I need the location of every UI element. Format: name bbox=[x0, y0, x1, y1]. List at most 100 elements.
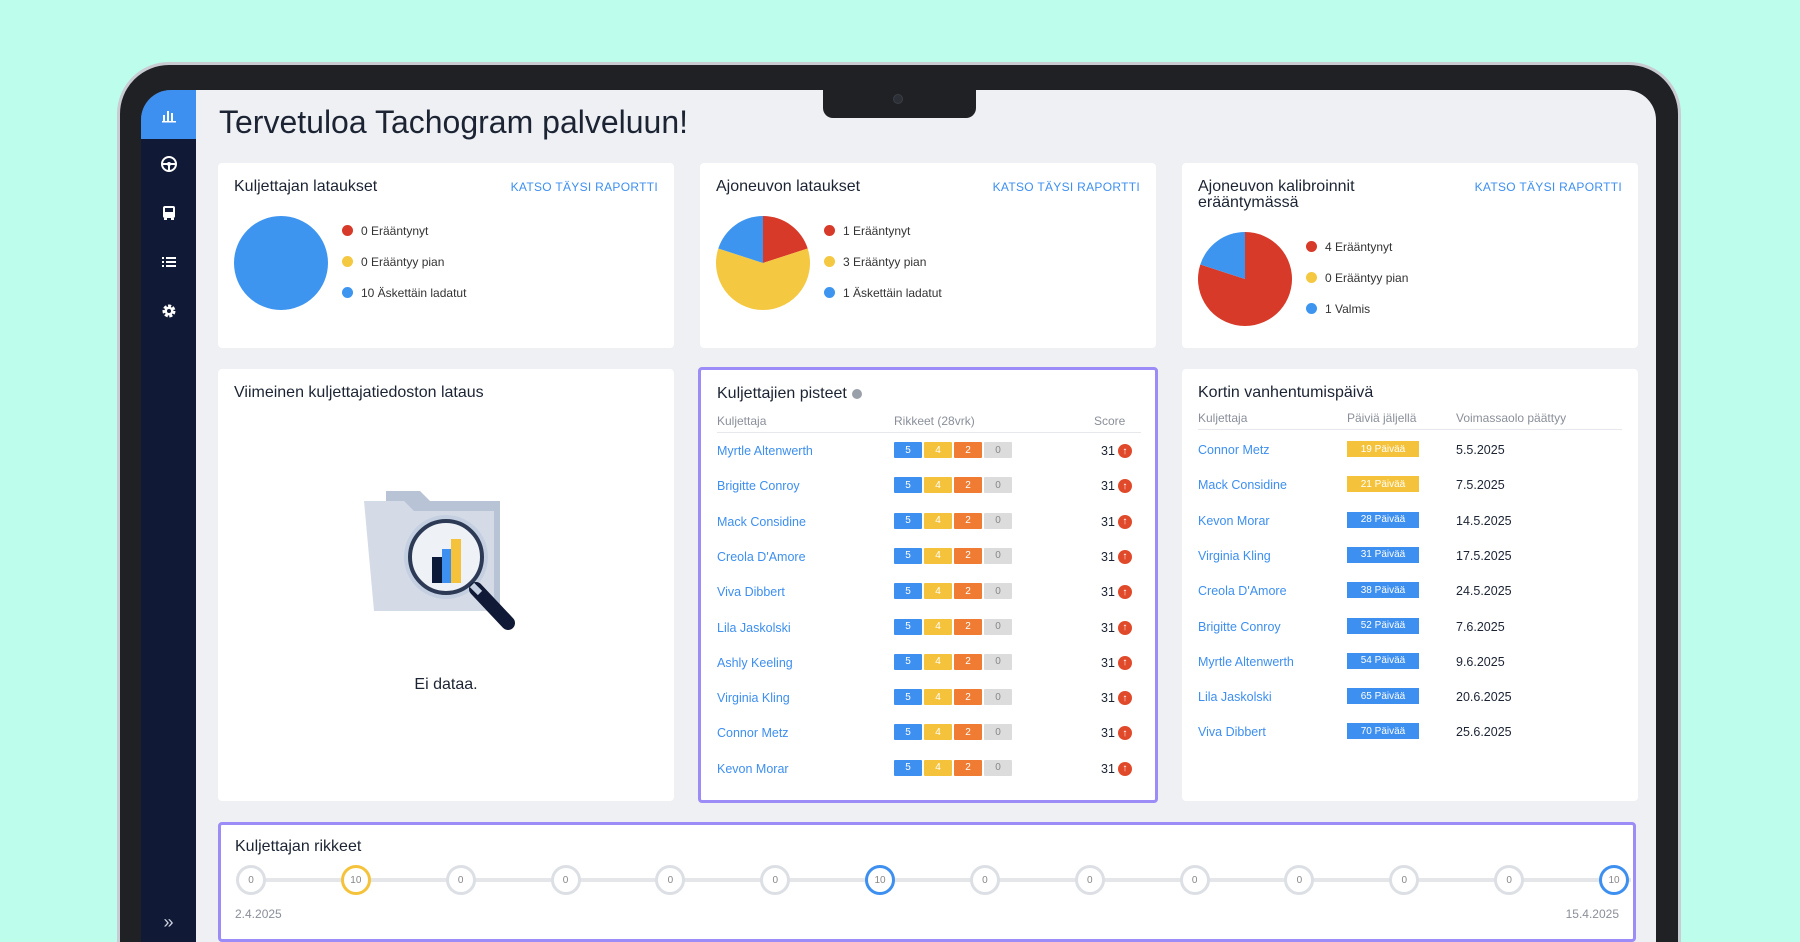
timeline-node[interactable]: 0 bbox=[445, 865, 476, 895]
violation-badge: 2 bbox=[954, 547, 982, 564]
card-title: Kuljettajan lataukset bbox=[234, 178, 378, 195]
days-left-badge: 54 Päivää bbox=[1347, 652, 1419, 669]
driver-score: 31 ↑ bbox=[1101, 761, 1132, 776]
violation-badge: 5 bbox=[894, 583, 922, 600]
expiry-date: 5.5.2025 bbox=[1456, 443, 1505, 457]
timeline-node[interactable]: 0 bbox=[1284, 865, 1315, 895]
driver-name-link[interactable]: Connor Metz bbox=[717, 726, 789, 741]
driver-name-link[interactable]: Mack Considine bbox=[1198, 478, 1287, 493]
driver-name-link[interactable]: Viva Dibbert bbox=[1198, 725, 1266, 740]
expiry-date: 9.6.2025 bbox=[1456, 654, 1505, 669]
timeline-node[interactable]: 0 bbox=[655, 865, 686, 895]
driver-score: 31 ↑ bbox=[1101, 549, 1132, 564]
driver-name-link[interactable]: Lila Jaskolski bbox=[1198, 690, 1272, 705]
driver-name-link[interactable]: Creola D'Amore bbox=[1198, 584, 1287, 599]
steering-wheel-icon bbox=[160, 155, 177, 172]
sidebar-item-dashboard[interactable] bbox=[141, 90, 196, 139]
arrow-up-icon: ↑ bbox=[1117, 514, 1132, 529]
driver-name-link[interactable]: Myrtle Altenwerth bbox=[717, 444, 813, 458]
sidebar-item-settings[interactable] bbox=[141, 286, 196, 335]
expiry-date: 7.6.2025 bbox=[1456, 619, 1505, 634]
table-row: Virginia Kling 31 Päivää 17.5.2025 bbox=[1198, 541, 1622, 576]
timeline-track bbox=[251, 878, 1631, 882]
driver-name-link[interactable]: Brigitte Conroy bbox=[717, 479, 800, 494]
violation-badge: 5 bbox=[894, 689, 922, 706]
violation-badge: 4 bbox=[924, 653, 952, 670]
driver-name-link[interactable]: Myrtle Altenwerth bbox=[1198, 654, 1294, 669]
legend-item-recent: 10 Äskettäin ladatut bbox=[342, 277, 466, 308]
bus-icon bbox=[162, 205, 175, 220]
driver-name-link[interactable]: Brigitte Conroy bbox=[1198, 619, 1281, 634]
empty-folder-search-illustration bbox=[364, 491, 515, 630]
driver-score: 31 ↑ bbox=[1101, 726, 1132, 741]
full-report-link[interactable]: KATSO TÄYSI RAPORTTI bbox=[1474, 180, 1622, 194]
legend-item-due-soon: 0 Erääntyy pian bbox=[1306, 262, 1408, 293]
pie-slice bbox=[1200, 232, 1245, 279]
violation-badge: 5 bbox=[894, 724, 922, 741]
sidebar-item-vehicles[interactable] bbox=[141, 188, 196, 237]
last-download-card: Viimeinen kuljettajatiedoston lataus Ei … bbox=[218, 369, 674, 801]
timeline-node[interactable]: 0 bbox=[236, 865, 266, 895]
driver-name-link[interactable]: Virginia Kling bbox=[1198, 548, 1271, 563]
empty-state-text: Ei dataa. bbox=[414, 676, 478, 693]
timeline-node[interactable]: 0 bbox=[1179, 865, 1210, 895]
violation-badge: 4 bbox=[924, 477, 952, 494]
driver-name-link[interactable]: Lila Jaskolski bbox=[717, 620, 791, 635]
table-row: Ashly Keeling 5 4 2 0 31 ↑ bbox=[717, 648, 1141, 683]
driver-name-link[interactable]: Connor Metz bbox=[1198, 443, 1270, 457]
sidebar-item-drivers[interactable] bbox=[141, 139, 196, 188]
violation-badge: 0 bbox=[984, 442, 1012, 458]
timeline-node[interactable]: 10 bbox=[865, 865, 896, 895]
card-title: Ajoneuvon lataukset bbox=[716, 178, 861, 195]
violation-badge: 4 bbox=[924, 618, 952, 635]
timeline-node[interactable]: 0 bbox=[550, 865, 581, 895]
timeline-node[interactable]: 10 bbox=[340, 865, 371, 895]
violation-badge: 4 bbox=[924, 547, 952, 564]
violation-badge: 0 bbox=[984, 512, 1012, 529]
column-header-driver: Kuljettaja bbox=[717, 414, 767, 428]
driver-name-link[interactable]: Virginia Kling bbox=[717, 691, 790, 706]
timeline-node[interactable]: 0 bbox=[1389, 865, 1420, 895]
driver-name-link[interactable]: Viva Dibbert bbox=[717, 585, 785, 600]
table-row: Brigitte Conroy 52 Päivää 7.6.2025 bbox=[1198, 612, 1622, 647]
timeline-node[interactable]: 0 bbox=[969, 865, 1000, 895]
driver-name-link[interactable]: Ashly Keeling bbox=[717, 655, 793, 670]
pie-slice bbox=[716, 248, 810, 310]
column-header-days-left: Päiviä jäljellä bbox=[1347, 411, 1417, 425]
card-title: Viimeinen kuljettajatiedoston lataus bbox=[234, 384, 484, 401]
timeline-node[interactable]: 0 bbox=[760, 865, 791, 895]
full-report-link[interactable]: KATSO TÄYSI RAPORTTI bbox=[992, 180, 1140, 194]
violation-badge: 0 bbox=[984, 653, 1012, 670]
violation-badge: 5 bbox=[894, 442, 922, 458]
pie-slice bbox=[718, 216, 763, 263]
driver-score: 31 ↑ bbox=[1101, 514, 1132, 529]
driver-name-link[interactable]: Mack Considine bbox=[717, 514, 806, 529]
violation-badge: 2 bbox=[954, 653, 982, 670]
info-icon[interactable] bbox=[851, 389, 862, 399]
driver-name-link[interactable]: Creola D'Amore bbox=[717, 549, 806, 564]
violation-badge: 4 bbox=[924, 724, 952, 741]
pie-legend: 1 Erääntynyt 3 Erääntyy pian 1 Äskettäin… bbox=[824, 215, 942, 308]
collapse-sidebar-button[interactable]: » bbox=[163, 912, 174, 932]
arrow-up-icon: ↑ bbox=[1117, 444, 1132, 458]
table-row: Connor Metz 19 Päivää 5.5.2025 bbox=[1198, 435, 1622, 470]
card-expiry-card: Kortin vanhentumispäivä Kuljettaja Päivi… bbox=[1182, 369, 1638, 801]
timeline-node[interactable]: 0 bbox=[1074, 865, 1105, 895]
violation-badge: 5 bbox=[894, 512, 922, 529]
timeline-node[interactable]: 0 bbox=[1494, 865, 1525, 895]
pie-legend: 0 Erääntynyt 0 Erääntyy pian 10 Äskettäi… bbox=[342, 215, 466, 308]
expiry-date: 17.5.2025 bbox=[1456, 548, 1512, 563]
driver-name-link[interactable]: Kevon Morar bbox=[1198, 513, 1270, 528]
sidebar-item-reports[interactable] bbox=[141, 237, 196, 286]
driver-score: 31 ↑ bbox=[1101, 479, 1132, 494]
driver-name-link[interactable]: Kevon Morar bbox=[717, 761, 789, 776]
arrow-up-icon: ↑ bbox=[1117, 620, 1132, 635]
full-report-link[interactable]: KATSO TÄYSI RAPORTTI bbox=[510, 180, 658, 194]
driver-downloads-pie bbox=[234, 216, 328, 310]
timeline-node[interactable]: 10 bbox=[1599, 865, 1629, 895]
arrow-up-icon: ↑ bbox=[1117, 479, 1132, 494]
card-title: Ajoneuvon kalibroinnit erääntymässä bbox=[1198, 178, 1355, 211]
